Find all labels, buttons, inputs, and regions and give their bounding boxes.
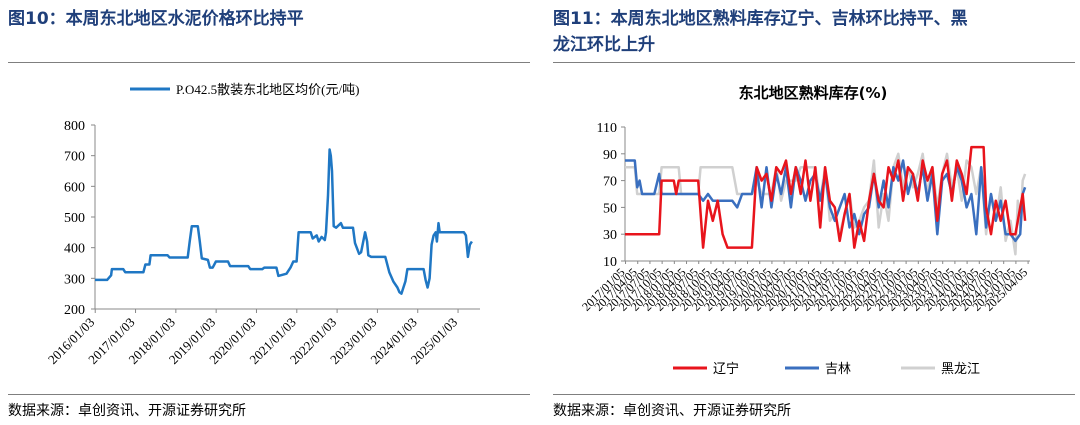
y-tick-label: 500 <box>64 211 85 226</box>
legend-label-heilongjiang: 黑龙江 <box>941 362 980 377</box>
clinker-inventory-chart: 东北地区熟料库存(%)10305070901102017/01/052017/0… <box>579 84 1030 377</box>
left-caption-rule <box>8 62 530 63</box>
right-source-note: 数据来源：卓创资讯、开源证券研究所 <box>553 403 791 419</box>
left-figure-caption: 图10：本周东北地区水泥价格环比持平 <box>8 9 304 29</box>
legend-label-liaoning: 辽宁 <box>713 361 739 377</box>
legend-label-price: P.O42.5散装东北地区均价(元/吨) <box>176 82 359 97</box>
left-source-rule <box>8 394 530 395</box>
y-tick-label: 700 <box>64 150 85 165</box>
chart-title: 东北地区熟料库存(%) <box>739 84 888 102</box>
left-source-note: 数据来源：卓创资讯、开源证券研究所 <box>8 403 246 419</box>
right-figure-caption-line2: 龙江环比上升 <box>553 35 655 55</box>
y-tick-label: 110 <box>597 121 617 136</box>
series-line-price <box>95 148 473 295</box>
y-tick-label: 70 <box>603 175 617 190</box>
right-source-rule <box>553 394 1075 395</box>
y-tick-label: 90 <box>603 148 617 163</box>
legend-label-jilin: 吉林 <box>825 362 851 377</box>
right-figure-caption-line1: 图11：本周东北地区熟料库存辽宁、吉林环比持平、黑 <box>553 9 968 29</box>
y-tick-label: 300 <box>64 272 85 287</box>
right-caption-rule <box>553 62 1075 63</box>
y-tick-label: 10 <box>603 255 617 270</box>
y-tick-label: 400 <box>64 242 85 257</box>
series-line-liaoning <box>625 145 1027 249</box>
y-tick-label: 800 <box>64 119 85 134</box>
y-tick-label: 200 <box>64 303 85 318</box>
y-tick-label: 50 <box>603 201 617 216</box>
price-line-chart: 2003004005006007008002016/01/032017/01/0… <box>45 82 480 367</box>
y-tick-label: 600 <box>64 180 85 195</box>
series-line-jilin <box>625 159 1027 243</box>
y-tick-label: 30 <box>603 228 617 243</box>
